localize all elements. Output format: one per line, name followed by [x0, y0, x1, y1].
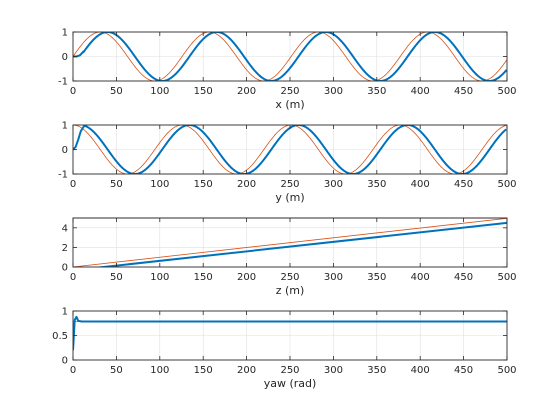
x-tick-label: 0	[70, 272, 76, 283]
x-tick-label: 150	[194, 179, 213, 190]
x-tick-label: 450	[454, 179, 473, 190]
y-tick-label: 1	[62, 307, 68, 318]
x-tick-label: 450	[454, 365, 473, 376]
x-tick-label: 300	[324, 272, 343, 283]
x-tick-label: 350	[367, 365, 386, 376]
x-tick-label: 200	[237, 86, 256, 97]
x-tick-label: 350	[367, 179, 386, 190]
x-tick-label: 100	[150, 365, 169, 376]
x-tick-label: 50	[110, 179, 123, 190]
y-tick-label: 0	[62, 356, 68, 367]
y-tick-label: 1	[62, 28, 68, 39]
series-line-measured	[73, 221, 507, 267]
x-tick-label: 450	[454, 86, 473, 97]
x-axis-label: z (m)	[276, 284, 305, 297]
series-line-reference	[73, 32, 507, 81]
x-tick-label: 350	[367, 86, 386, 97]
x-tick-label: 150	[194, 86, 213, 97]
x-tick-label: 0	[70, 86, 76, 97]
x-tick-label: 500	[497, 365, 516, 376]
x-tick-label: 350	[367, 272, 386, 283]
x-tick-label: 50	[110, 365, 123, 376]
x-tick-label: 250	[280, 179, 299, 190]
y-tick-label: 0	[62, 145, 68, 156]
x-tick-label: 200	[237, 179, 256, 190]
series-line-measured	[73, 315, 507, 351]
x-tick-label: 0	[70, 365, 76, 376]
x-tick-label: 0	[70, 179, 76, 190]
x-tick-label: 300	[324, 86, 343, 97]
x-tick-label: 300	[324, 179, 343, 190]
x-tick-label: 300	[324, 365, 343, 376]
x-tick-label: 500	[497, 272, 516, 283]
x-tick-label: 400	[411, 86, 430, 97]
x-tick-label: 100	[150, 179, 169, 190]
x-tick-label: 200	[237, 272, 256, 283]
y-tick-label: 0	[62, 52, 68, 63]
x-tick-label: 400	[411, 272, 430, 283]
x-tick-label: 450	[454, 272, 473, 283]
x-tick-label: 250	[280, 272, 299, 283]
x-tick-label: 150	[194, 365, 213, 376]
x-tick-label: 500	[497, 86, 516, 97]
x-tick-label: 250	[280, 365, 299, 376]
x-tick-label: 250	[280, 86, 299, 97]
x-tick-label: 500	[497, 179, 516, 190]
y-tick-label: -1	[58, 77, 68, 88]
y-tick-label: 2	[62, 243, 68, 254]
x-tick-label: 150	[194, 272, 213, 283]
x-tick-label: 100	[150, 86, 169, 97]
x-tick-label: 50	[110, 86, 123, 97]
series-line-reference	[73, 218, 507, 267]
series-line-measured	[73, 125, 507, 174]
y-tick-label: 0	[62, 263, 68, 274]
x-tick-label: 400	[411, 179, 430, 190]
x-tick-label: 50	[110, 272, 123, 283]
y-tick-label: -1	[58, 170, 68, 181]
x-tick-label: 100	[150, 272, 169, 283]
x-tick-label: 200	[237, 365, 256, 376]
x-axis-label: y (m)	[275, 191, 304, 204]
subplot-3: 0 50 100 150 200 250 300 350 400 450 500 0 2 4 z (m)	[62, 217, 517, 297]
x-axis-label: yaw (rad)	[264, 377, 317, 390]
y-tick-label: 0.5	[52, 331, 68, 342]
x-axis-label: x (m)	[275, 98, 304, 111]
y-tick-label: 1	[62, 121, 68, 132]
y-tick-label: 4	[62, 223, 68, 234]
x-tick-label: 400	[411, 365, 430, 376]
subplot-4: 0 50 100 150 200 250 300 350 400 450 500 0 0.5 1 yaw (…	[52, 307, 516, 391]
